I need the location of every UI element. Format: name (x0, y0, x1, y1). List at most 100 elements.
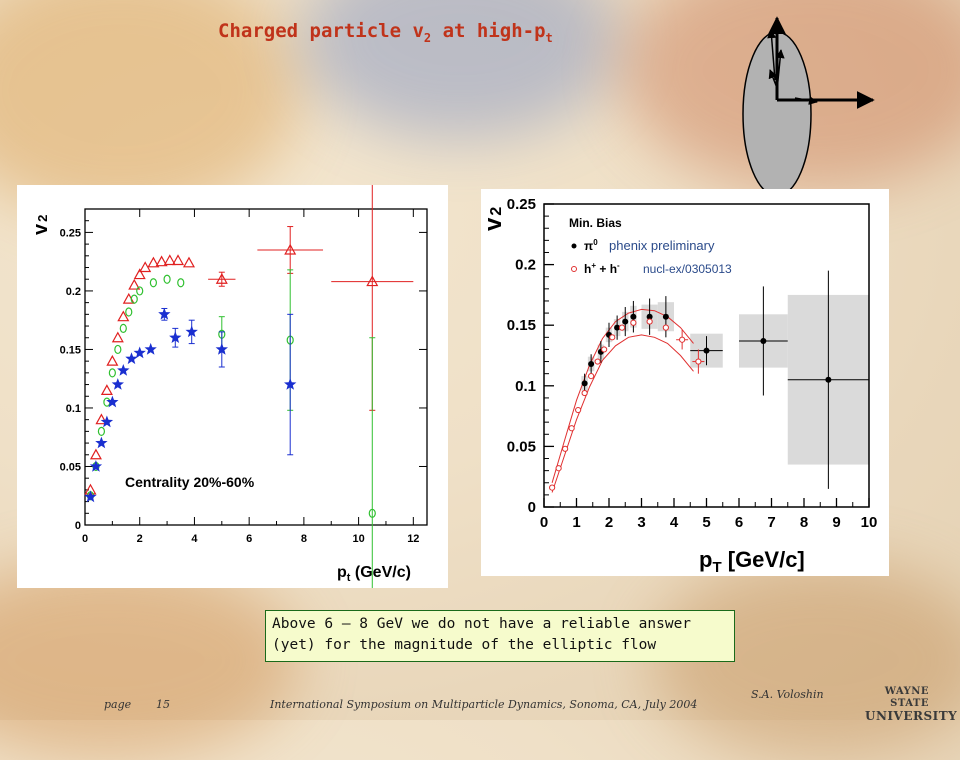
legend-pi0-label: π0 (584, 238, 598, 253)
footer-page-number: 15 (156, 698, 170, 711)
star-marker (125, 352, 138, 365)
star-marker (111, 378, 124, 390)
triangle-marker (128, 278, 141, 290)
pi0-marker (630, 313, 637, 320)
circle-marker (177, 278, 185, 288)
small-arrow-icon (775, 49, 785, 91)
pi0-marker (581, 380, 588, 387)
triangle-marker (155, 255, 168, 267)
circle-marker (119, 323, 127, 333)
triangle-marker (95, 413, 108, 425)
h-marker (568, 425, 575, 432)
star-marker (100, 415, 114, 428)
circle-marker (163, 274, 171, 284)
x-tick-label: 10 (352, 533, 364, 545)
university-logo: WAYNE STATE UNIVERSITY (865, 686, 957, 722)
plot-frame (84, 208, 428, 526)
circle-marker (125, 307, 133, 317)
footer-author: S.A. Voloshin (751, 688, 824, 701)
star-v2-chart: 0 2 4 6 8 10 12 0 0.05 0.1 0.15 0.2 0.25 v2 pt (GeV/c)… (30, 152, 428, 690)
triangle-marker (182, 256, 195, 268)
y-tick-label: 0.25 (507, 196, 536, 213)
legend-pi0-marker (571, 243, 577, 249)
triangle-marker (366, 275, 379, 287)
conclusion-note: Above 6 – 8 GeV we do not have a reliabl… (265, 610, 735, 662)
circle-marker (130, 294, 138, 304)
x-tick-label: 2 (137, 533, 143, 545)
h-marker (646, 318, 653, 325)
pi0-marker (662, 313, 669, 320)
triangle-marker (117, 310, 130, 322)
circle-marker (149, 278, 157, 288)
pi0-marker (760, 337, 767, 344)
circle-marker (136, 286, 144, 296)
star-marker (117, 364, 130, 376)
y-tick-label: 0 (528, 499, 536, 516)
y-tick-label: 0.05 (60, 461, 81, 473)
y-tick-label: 0.1 (66, 403, 81, 415)
circle-marker (97, 426, 106, 436)
star-marker (169, 331, 182, 343)
triangle-marker (163, 254, 176, 266)
pi0-marker (588, 360, 595, 367)
reference-label: nucl-ex/0305013 (643, 262, 732, 276)
left-chart-panel: 0 2 4 6 8 10 12 0 0.05 0.1 0.15 0.2 0.25 v2 pt (GeV/c)… (17, 152, 448, 690)
h-marker (679, 336, 686, 343)
star-marker (215, 342, 228, 355)
h-marker (609, 334, 616, 341)
pi0-marker (703, 347, 710, 354)
star-marker (106, 395, 119, 408)
star-marker (284, 378, 297, 390)
x-tick-label: 9 (832, 514, 840, 531)
triangle-marker (172, 254, 185, 266)
star-marker (89, 460, 103, 472)
triangle-marker (215, 272, 228, 284)
x-axis-label: pT [GeV/c] (699, 547, 805, 576)
small-arrow-icon (768, 69, 778, 89)
x-tick-label: 3 (637, 514, 645, 531)
small-arrow-icon (794, 96, 818, 105)
logo-line-2: UNIVERSITY (865, 709, 958, 723)
y-axis-label: v2 (30, 215, 52, 235)
note-line-1: Above 6 – 8 GeV we do not have a reliabl… (272, 616, 692, 632)
star-marker (133, 346, 146, 359)
h-marker (594, 358, 601, 365)
circle-marker (108, 368, 116, 378)
y-tick-label: 0.15 (60, 344, 81, 356)
h-marker (562, 445, 569, 452)
logo-line-1: WAYNE STATE (884, 686, 929, 709)
y-axis-label: v2 (481, 207, 507, 231)
triangle-marker (147, 256, 160, 268)
phenix-preliminary-label: phenix preliminary (609, 238, 715, 253)
footer-conference: International Symposium on Multiparticle… (270, 698, 698, 711)
x-tick-label: 6 (735, 514, 743, 531)
background-blob (0, 560, 300, 760)
y-tick-label: 0.15 (507, 317, 536, 334)
circle-marker (114, 344, 122, 355)
footer-page-label: page (104, 698, 132, 711)
x-tick-label: 12 (407, 533, 419, 545)
reaction-plane-diagram (742, 16, 875, 197)
legend-h-label: h+ + h- (584, 261, 620, 276)
note-line-2: (yet) for the magnitude of the elliptic … (272, 637, 657, 653)
triangle-marker (89, 448, 102, 460)
h-marker (581, 389, 588, 397)
h-band-upper (551, 308, 694, 483)
h-marker (555, 465, 562, 472)
centrality-annotation: Centrality 20%-60% (125, 474, 255, 490)
x-tick-label: 8 (800, 514, 808, 531)
h-marker (601, 346, 608, 353)
triangle-marker (111, 331, 124, 343)
x-tick-label: 4 (191, 533, 198, 545)
x-tick-label: 8 (301, 533, 307, 545)
pi0-marker (825, 376, 832, 383)
x-tick-label: 4 (670, 514, 679, 531)
x-tick-label: 0 (540, 514, 548, 531)
y-tick-label: 0.1 (515, 378, 536, 395)
h-marker (662, 324, 669, 331)
star-marker (144, 342, 157, 355)
y-tick-label: 0.2 (515, 257, 536, 274)
x-tick-label: 0 (82, 533, 88, 545)
h-marker (630, 319, 637, 326)
